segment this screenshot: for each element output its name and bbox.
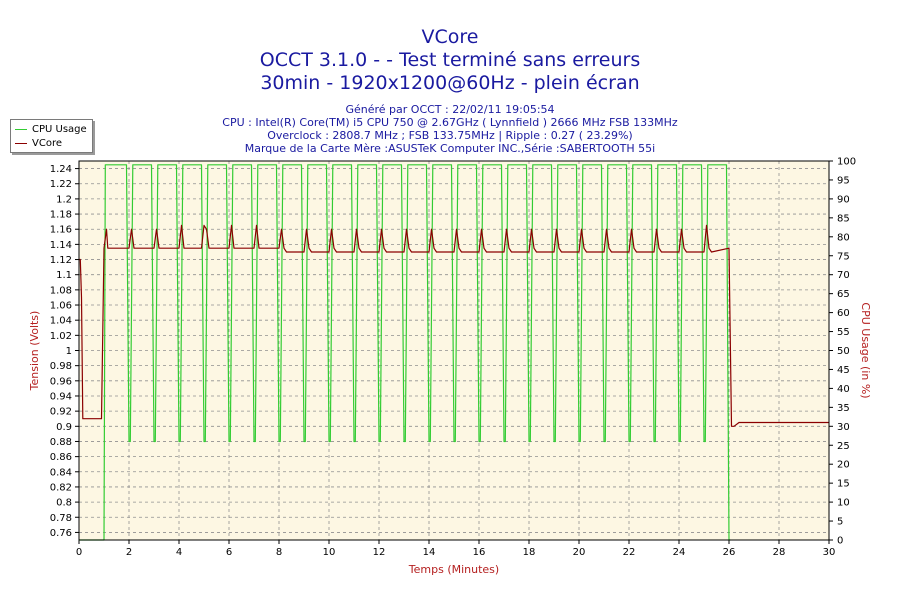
y2-tick-label: 35: [837, 403, 850, 414]
y2-tick-label: 80: [837, 232, 850, 243]
legend-swatch-vcore: [15, 142, 27, 144]
y2-tick-label: 95: [837, 175, 850, 186]
legend-label-cpu-usage: CPU Usage: [32, 123, 87, 135]
legend-item-vcore: VCore: [15, 137, 62, 149]
y-tick-label: 0.88: [50, 437, 72, 448]
y2-axis-label: CPU Usage (in %): [859, 302, 872, 398]
chart-title: VCore: [421, 26, 479, 48]
y2-tick-label: 45: [837, 365, 850, 376]
x-tick-label: 4: [176, 547, 182, 558]
y2-tick-label: 75: [837, 251, 850, 262]
y-tick-label: 0.84: [50, 467, 72, 478]
info-motherboard: Marque de la Carte Mère :ASUSTeK Compute…: [244, 142, 656, 155]
y2-tick-label: 20: [837, 460, 850, 471]
y2-tick-label: 60: [837, 308, 850, 319]
y-tick-label: 0.86: [50, 452, 72, 463]
y-tick-label: 0.78: [50, 513, 72, 524]
x-tick-label: 6: [226, 547, 232, 558]
y2-tick-label: 15: [837, 479, 850, 490]
y-tick-label: 0.76: [50, 528, 72, 539]
x-tick-label: 14: [423, 547, 436, 558]
y2-tick-label: 25: [837, 441, 850, 452]
y2-tick-label: 70: [837, 270, 850, 281]
y-tick-label: 0.94: [50, 391, 72, 402]
y-tick-label: 0.98: [50, 361, 72, 372]
x-tick-label: 28: [773, 547, 786, 558]
y-axis-label: Tension (Volts): [28, 311, 41, 392]
chart-legend: CPU Usage VCore: [10, 119, 93, 153]
y2-tick-label: 55: [837, 327, 850, 338]
y2-tick-label: 50: [837, 346, 850, 357]
y2-tick-label: 10: [837, 498, 850, 509]
y-tick-label: 1.1: [56, 270, 72, 281]
chart-subtitle-test: OCCT 3.1.0 - - Test terminé sans erreurs: [259, 49, 641, 71]
y-tick-label: 0.8: [56, 498, 72, 509]
y2-tick-label: 65: [837, 289, 850, 300]
info-overclock: Overclock : 2808.7 MHz ; FSB 133.75MHz |…: [267, 129, 633, 142]
x-tick-label: 16: [473, 547, 486, 558]
y2-tick-label: 5: [837, 517, 843, 528]
x-tick-label: 20: [573, 547, 586, 558]
plot-frame: [78, 160, 830, 541]
y-tick-label: 0.96: [50, 376, 72, 387]
x-tick-label: 0: [76, 547, 82, 558]
y2-tick-label: 100: [837, 157, 856, 168]
y-tick-label: 1.22: [50, 179, 72, 190]
y-tick-label: 1.2: [56, 194, 72, 205]
x-tick-label: 18: [523, 547, 536, 558]
y-tick-label: 1.18: [50, 210, 72, 221]
legend-label-vcore: VCore: [32, 137, 62, 149]
y-tick-label: 0.9: [56, 422, 72, 433]
legend-item-cpu-usage: CPU Usage: [15, 123, 87, 135]
y-tick-label: 1.14: [50, 240, 72, 251]
y2-tick-label: 30: [837, 422, 850, 433]
y-tick-label: 0.92: [50, 407, 72, 418]
series-line-cpu-usage: [79, 164, 731, 541]
x-tick-label: 22: [623, 547, 636, 558]
x-tick-label: 30: [823, 547, 836, 558]
chart-subtitle-resolution: 30min - 1920x1200@60Hz - plein écran: [260, 72, 640, 94]
x-tick-label: 10: [323, 547, 336, 558]
info-cpu: CPU : Intel(R) Core(TM) i5 CPU 750 @ 2.6…: [222, 116, 678, 129]
y-tick-label: 1.04: [50, 316, 72, 327]
x-tick-label: 8: [276, 547, 282, 558]
x-axis-label: Temps (Minutes): [408, 563, 499, 576]
y2-tick-label: 90: [837, 194, 850, 205]
y-tick-label: 1.08: [50, 285, 72, 296]
x-tick-label: 26: [723, 547, 736, 558]
series-line-vcore: [79, 224, 829, 427]
y2-tick-label: 0: [837, 536, 843, 547]
y-tick-label: 1.12: [50, 255, 72, 266]
x-tick-label: 12: [373, 547, 386, 558]
y-tick-label: 0.82: [50, 482, 72, 493]
x-tick-label: 2: [126, 547, 132, 558]
y-tick-label: 1.24: [50, 164, 72, 175]
y2-tick-label: 40: [837, 384, 850, 395]
y-tick-label: 1.16: [50, 225, 72, 236]
y-tick-label: 1: [66, 346, 72, 357]
y-tick-label: 1.02: [50, 331, 72, 342]
info-generated: Généré par OCCT : 22/02/11 19:05:54: [345, 103, 555, 116]
y2-tick-label: 85: [837, 213, 850, 224]
x-tick-label: 24: [673, 547, 686, 558]
legend-swatch-cpu-usage: [15, 128, 27, 130]
y-tick-label: 1.06: [50, 301, 72, 312]
